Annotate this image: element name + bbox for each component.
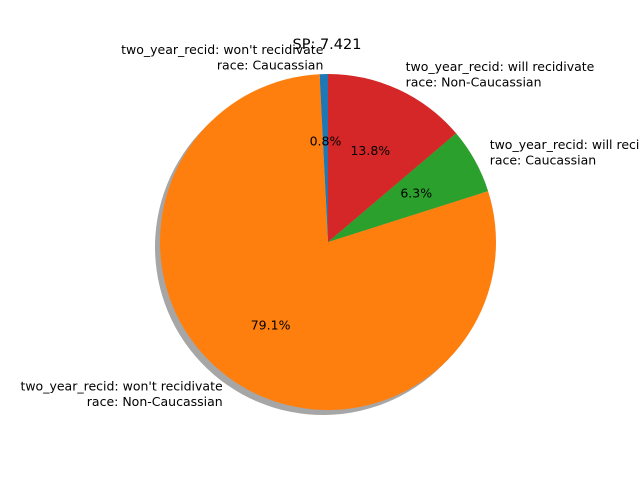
slice-3-label-line: two_year_recid: will recidivate [490,137,640,152]
slice-2-label-line: two_year_recid: won't recidivate [20,379,223,394]
slice-4-wedge [328,74,457,242]
slice-4-label: two_year_recid: will recidivate race: Non… [406,59,595,90]
slice-2-percent-label: 79.1% [251,317,291,332]
slice-4-label-line: race: Non-Caucassian [406,75,542,90]
slice-3-percent-label: 6.3% [400,186,432,201]
percent-labels: 0.8% 79.1% 6.3% 13.8% [251,134,432,333]
slice-labels: two_year_recid: won't recidivate race: Ca… [20,42,640,409]
slice-1-label-line: two_year_recid: won't recidivate [121,42,324,57]
slice-2-label-line: race: Non-Caucassian [87,394,223,409]
slice-1-label-line: race: Caucassian [217,58,323,73]
slice-1-label: two_year_recid: won't recidivate race: Ca… [121,42,324,73]
slice-3-wedge [328,133,489,242]
slice-2-wedge [159,74,496,410]
pie-slices [159,74,496,410]
slice-2-label: two_year_recid: won't recidivate race: No… [20,379,223,410]
slice-4-label-line: two_year_recid: will recidivate [406,59,595,74]
chart-title: SP: 7.421 [293,37,362,53]
slice-1-wedge [319,74,328,242]
slice-1-percent-label: 0.8% [310,134,342,149]
slice-4-percent-label: 13.8% [350,143,390,158]
slice-3-label-line: race: Caucassian [490,153,596,168]
